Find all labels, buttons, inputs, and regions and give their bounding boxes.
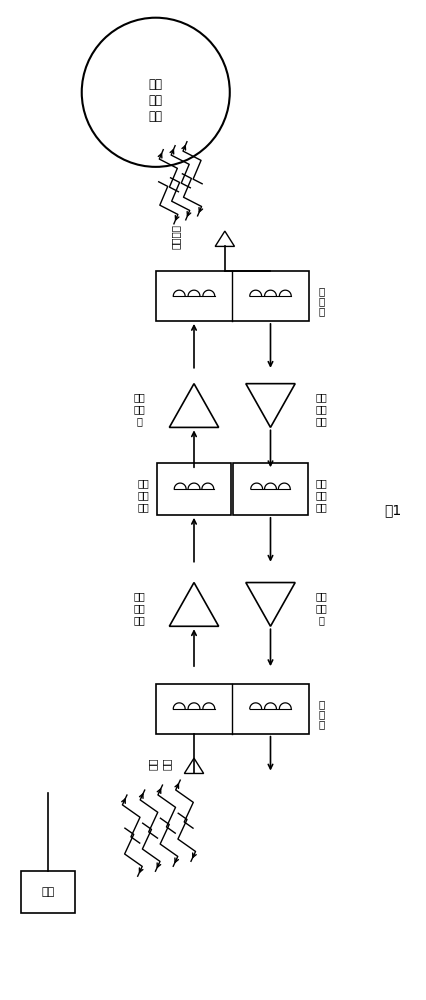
Polygon shape [246, 583, 295, 626]
Text: 功率: 功率 [316, 591, 328, 601]
Text: 工: 工 [319, 709, 325, 719]
Text: 信号: 信号 [149, 78, 163, 91]
Text: 声表: 声表 [315, 478, 327, 488]
Text: 面滤: 面滤 [137, 490, 149, 500]
Text: 工: 工 [319, 296, 325, 306]
Text: 天线: 天线 [161, 757, 171, 770]
Bar [156, 271, 309, 321]
Text: 声放: 声放 [316, 405, 328, 415]
Polygon shape [169, 583, 219, 626]
Text: 面滤: 面滤 [315, 490, 327, 500]
Bar [157, 463, 231, 515]
Text: 掘主: 掘主 [147, 757, 158, 770]
Text: 器: 器 [319, 306, 325, 316]
Text: 基站: 基站 [41, 887, 54, 897]
Polygon shape [246, 384, 295, 427]
Polygon shape [215, 231, 235, 246]
Bar [20, 871, 75, 913]
Bar [233, 463, 308, 515]
Text: 重发天线: 重发天线 [170, 224, 181, 249]
Polygon shape [184, 758, 204, 773]
Text: 图1: 图1 [384, 503, 401, 517]
Text: 器: 器 [319, 615, 325, 625]
Text: 覆盖: 覆盖 [149, 94, 163, 107]
Text: 波器: 波器 [137, 502, 149, 512]
Text: 大器: 大器 [134, 615, 146, 625]
Text: 声表: 声表 [137, 478, 149, 488]
Text: 双: 双 [319, 286, 325, 296]
Text: 双: 双 [319, 699, 325, 709]
Bar [156, 684, 309, 734]
Text: 区域: 区域 [149, 110, 163, 123]
Text: 放大: 放大 [316, 603, 328, 613]
Text: 放大: 放大 [134, 405, 146, 415]
Text: 器: 器 [319, 719, 325, 729]
Text: 低噪: 低噪 [316, 393, 328, 403]
Text: 器: 器 [137, 416, 143, 426]
Text: 功率: 功率 [134, 393, 146, 403]
Text: 声放: 声放 [134, 603, 146, 613]
Text: 大器: 大器 [316, 416, 328, 426]
Polygon shape [169, 384, 219, 427]
Text: 波器: 波器 [315, 502, 327, 512]
Text: 低噪: 低噪 [134, 591, 146, 601]
